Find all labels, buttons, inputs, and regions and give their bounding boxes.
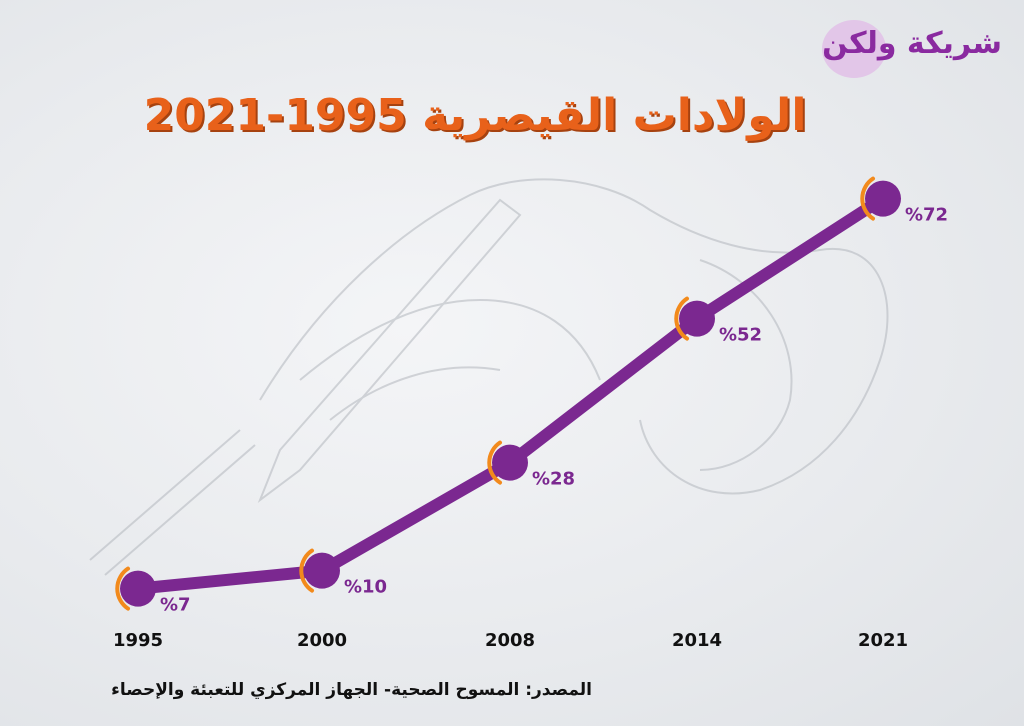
point-bracket [487,440,502,485]
background-sketch [89,178,889,576]
x-tick-label: 1995 [113,630,163,651]
point-bracket [299,548,314,593]
data-label: %52 [719,325,762,346]
data-point [679,300,715,337]
data-point [304,552,340,589]
brand-logo: شريكة ولكن [822,18,1002,78]
logo-text: شريكة ولكن [822,26,1002,61]
data-point [120,570,156,607]
source-note: المصدر: المسوح الصحية- الجهاز المركزي لل… [111,680,592,700]
data-point [492,444,528,481]
x-tick-label: 2008 [485,630,535,651]
data-point [865,180,901,217]
x-tick-label: 2000 [297,630,347,651]
data-label: %10 [344,577,387,598]
data-label: %7 [160,595,191,616]
series-line [132,192,889,595]
data-label: %28 [532,469,575,490]
point-bracket [674,296,689,341]
x-tick-label: 2014 [672,630,722,651]
chart-title: الولادات القيصرية 1995-2021 [143,90,807,141]
point-bracket [115,566,130,611]
logo-circle [822,20,886,78]
data-label: %72 [905,205,948,226]
point-bracket [860,176,875,221]
x-tick-label: 2021 [858,630,908,651]
